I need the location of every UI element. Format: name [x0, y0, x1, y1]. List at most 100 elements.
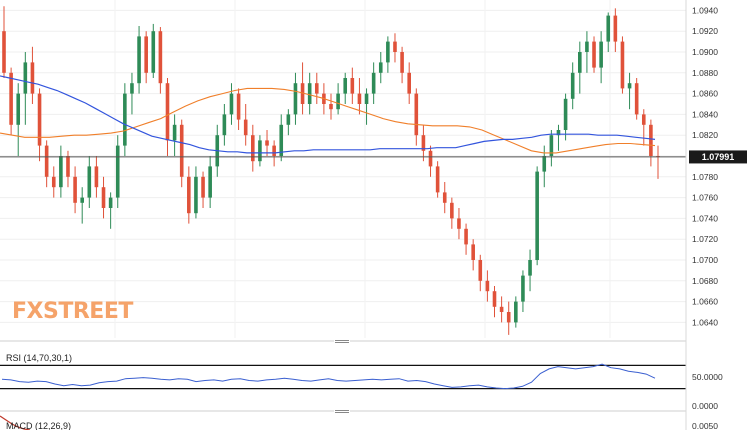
candle-body	[457, 218, 461, 229]
candle-body	[400, 52, 404, 73]
candle-body	[51, 176, 56, 188]
candle	[151, 23, 156, 78]
candle	[44, 140, 49, 188]
candle-body	[279, 124, 284, 156]
candle-body	[258, 140, 262, 162]
candle-body	[535, 171, 539, 260]
candle-body	[386, 41, 390, 63]
candle	[179, 119, 184, 188]
pane-resize-handle-macd[interactable]	[334, 409, 350, 414]
candle	[364, 88, 369, 125]
candle-body	[251, 135, 255, 162]
candle	[649, 119, 653, 167]
candle	[478, 254, 483, 292]
candle	[251, 124, 255, 172]
candle-body	[137, 36, 141, 84]
candle-body	[528, 260, 532, 276]
candle-body	[172, 124, 177, 141]
price-axis: 1.0940 1.0920 1.0900 1.0880 1.0860 1.0840 1.08…	[692, 5, 718, 327]
candle-body	[165, 83, 170, 141]
rsi-label: RSI (14,70,30,1)	[6, 353, 72, 363]
candle-body	[300, 83, 305, 104]
candle	[471, 239, 475, 271]
candle	[656, 145, 660, 179]
candle-body	[293, 83, 298, 115]
candle-body	[286, 114, 291, 125]
candle	[613, 8, 618, 52]
candle-body	[514, 301, 518, 323]
price-tick-label: 1.0720	[692, 234, 718, 244]
candle	[30, 46, 35, 104]
candlestick-series	[2, 6, 660, 335]
candle-body	[414, 93, 419, 136]
candle-body	[627, 83, 632, 89]
candle	[59, 145, 63, 198]
candle-body	[649, 124, 653, 156]
candle	[258, 135, 262, 167]
candle	[542, 145, 547, 188]
price-tick-label: 1.0920	[692, 26, 718, 36]
candle-body	[130, 83, 134, 94]
candle	[208, 156, 212, 208]
candle	[428, 145, 433, 177]
current-price-label: 1.07991	[702, 152, 735, 162]
price-tick-label: 1.0840	[692, 109, 718, 119]
candle	[37, 88, 42, 162]
candle	[279, 114, 284, 162]
candle	[457, 208, 461, 240]
candle	[585, 31, 589, 73]
candle	[592, 36, 596, 73]
candle	[286, 109, 291, 136]
candle-body	[236, 93, 241, 120]
candle-body	[563, 98, 568, 130]
candle	[570, 62, 575, 110]
candle	[307, 72, 312, 115]
price-tick-label: 1.0740	[692, 213, 718, 223]
candle-body	[229, 93, 234, 115]
candle	[2, 6, 6, 78]
candle	[229, 83, 234, 125]
candle	[108, 192, 113, 229]
candle-body	[393, 41, 397, 52]
candle	[343, 72, 348, 104]
candle-body	[73, 176, 77, 203]
candle-body	[151, 31, 156, 73]
candle	[371, 62, 376, 104]
candle	[450, 197, 454, 229]
ma-slow-line	[0, 75, 656, 154]
candle	[144, 31, 148, 84]
candle	[101, 176, 106, 219]
candle-body	[80, 197, 84, 203]
price-tick-label: 1.0780	[692, 172, 718, 182]
macd-pane: MACD (12,26,9) 0.0050	[0, 415, 718, 430]
candle	[329, 93, 333, 120]
pane-resize-handle-rsi[interactable]	[334, 339, 350, 344]
candle	[73, 166, 77, 214]
candle-body	[442, 192, 447, 203]
candle-body	[599, 41, 603, 68]
candle-body	[94, 166, 99, 188]
candle-body	[208, 166, 212, 198]
candle	[499, 296, 504, 323]
candle-body	[492, 291, 497, 307]
candle	[578, 41, 582, 94]
candle	[421, 124, 426, 162]
candle	[393, 33, 397, 63]
candle-body	[336, 93, 340, 110]
candle	[435, 161, 440, 198]
candle	[492, 286, 497, 318]
candle	[634, 78, 639, 120]
candle	[265, 130, 269, 156]
candle	[222, 104, 227, 146]
candle-body	[570, 72, 575, 99]
candle-body	[66, 156, 70, 177]
candle	[87, 156, 92, 208]
candle	[357, 78, 362, 115]
candle-body	[606, 15, 611, 42]
price-tick-label: 1.0820	[692, 130, 718, 140]
candle-body	[314, 83, 319, 94]
candle-body	[641, 114, 646, 125]
watermark-street: STREET	[43, 299, 133, 324]
candle	[243, 104, 248, 146]
candle-body	[428, 150, 433, 167]
